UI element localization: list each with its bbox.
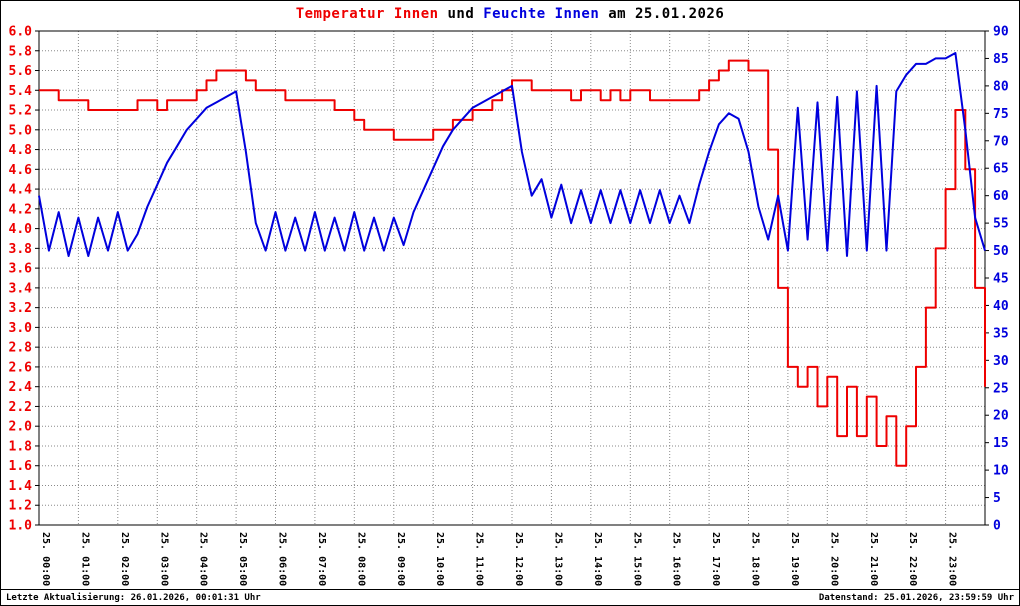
y-axis-left: 1.0 1.2 1.4 1.6 1.8 2.0 2.2 2.4 2.6 2.8 3.0 3.2 3.4 3… [9, 25, 39, 534]
svg-text:1.4: 1.4 [9, 479, 33, 494]
svg-text:45: 45 [993, 272, 1009, 287]
svg-text:70: 70 [993, 134, 1009, 149]
svg-text:25: 25 [993, 381, 1009, 396]
svg-text:5.4: 5.4 [9, 84, 33, 99]
title-date-label: am 25.01.2026 [599, 6, 725, 22]
svg-text:25. 10:00: 25. 10:00 [434, 532, 445, 586]
svg-text:25. 19:00: 25. 19:00 [789, 532, 800, 586]
svg-text:6.0: 6.0 [9, 25, 33, 40]
svg-text:0: 0 [993, 519, 1001, 534]
svg-text:4.6: 4.6 [9, 163, 33, 178]
svg-text:4.2: 4.2 [9, 202, 32, 217]
svg-text:25. 02:00: 25. 02:00 [119, 532, 130, 586]
svg-text:80: 80 [993, 79, 1009, 94]
svg-text:1.6: 1.6 [9, 459, 33, 474]
chart-title: Temperatur Innen und Feuchte Innen am 25… [1, 6, 1019, 22]
svg-text:5.0: 5.0 [9, 123, 33, 138]
title-connector: und [438, 6, 484, 22]
svg-text:3.8: 3.8 [9, 242, 33, 257]
svg-text:25. 04:00: 25. 04:00 [198, 532, 209, 586]
svg-text:5.2: 5.2 [9, 104, 32, 119]
y-axis-right: 0 5 10 15 20 25 30 35 40 45 50 55 60 65 70 75 80 85 90 [985, 25, 1009, 534]
svg-text:25. 00:00: 25. 00:00 [40, 532, 51, 586]
svg-text:2.4: 2.4 [9, 380, 33, 395]
svg-text:3.2: 3.2 [9, 301, 32, 316]
svg-text:1.8: 1.8 [9, 440, 33, 455]
svg-text:25. 15:00: 25. 15:00 [631, 532, 642, 586]
svg-text:25. 06:00: 25. 06:00 [277, 532, 288, 586]
svg-text:4.4: 4.4 [9, 183, 33, 198]
svg-text:25. 17:00: 25. 17:00 [710, 532, 721, 586]
svg-text:50: 50 [993, 244, 1009, 259]
gridlines [39, 31, 985, 525]
svg-text:25. 08:00: 25. 08:00 [355, 532, 366, 586]
svg-text:25. 07:00: 25. 07:00 [316, 532, 327, 586]
x-axis-labels: 25. 00:00 25. 01:00 25. 02:00 25. 03:00 25. … [40, 532, 958, 586]
svg-text:35: 35 [993, 326, 1009, 341]
svg-text:25. 22:00: 25. 22:00 [907, 532, 918, 586]
footer-separator [1, 589, 1019, 590]
svg-text:3.6: 3.6 [9, 262, 33, 277]
svg-text:85: 85 [993, 52, 1009, 67]
svg-text:2.6: 2.6 [9, 360, 33, 375]
svg-text:65: 65 [993, 162, 1009, 177]
svg-text:15: 15 [993, 436, 1009, 451]
temperature-line [39, 59, 986, 467]
last-update-text: Letzte Aktualisierung: 26.01.2026, 00:01… [6, 593, 261, 603]
svg-text:20: 20 [993, 409, 1009, 424]
svg-text:4.0: 4.0 [9, 222, 33, 237]
data-state-text: Datenstand: 25.01.2026, 23:59:59 Uhr [818, 593, 1014, 603]
svg-text:10: 10 [993, 464, 1009, 479]
svg-text:90: 90 [993, 25, 1009, 40]
svg-text:25. 13:00: 25. 13:00 [552, 532, 563, 586]
svg-text:3.0: 3.0 [9, 321, 33, 336]
svg-text:5: 5 [993, 491, 1001, 506]
svg-text:25. 21:00: 25. 21:00 [868, 532, 879, 586]
svg-text:25. 16:00: 25. 16:00 [671, 532, 682, 586]
svg-text:2.0: 2.0 [9, 420, 33, 435]
svg-text:30: 30 [993, 354, 1009, 369]
humidity-line [38, 52, 986, 257]
svg-text:25. 01:00: 25. 01:00 [79, 532, 90, 586]
svg-text:55: 55 [993, 217, 1009, 232]
svg-text:25. 09:00: 25. 09:00 [395, 532, 406, 586]
title-temperature-label: Temperatur Innen [295, 6, 439, 22]
svg-text:3.4: 3.4 [9, 281, 33, 296]
title-humidity-label: Feuchte Innen [483, 6, 600, 22]
svg-text:4.8: 4.8 [9, 143, 33, 158]
svg-text:25. 12:00: 25. 12:00 [513, 532, 524, 586]
svg-text:25. 23:00: 25. 23:00 [947, 532, 958, 586]
svg-text:25. 03:00: 25. 03:00 [158, 532, 169, 586]
svg-text:5.8: 5.8 [9, 44, 33, 59]
svg-text:25. 05:00: 25. 05:00 [237, 532, 248, 586]
svg-text:1.2: 1.2 [9, 499, 32, 514]
svg-text:2.2: 2.2 [9, 400, 32, 415]
svg-text:5.6: 5.6 [9, 64, 33, 79]
svg-text:25. 20:00: 25. 20:00 [828, 532, 839, 586]
svg-text:2.8: 2.8 [9, 341, 33, 356]
svg-text:25. 18:00: 25. 18:00 [750, 532, 761, 586]
svg-text:40: 40 [993, 299, 1009, 314]
svg-text:75: 75 [993, 107, 1009, 122]
svg-text:25. 11:00: 25. 11:00 [474, 532, 485, 586]
svg-text:1.0: 1.0 [9, 519, 33, 534]
svg-text:60: 60 [993, 189, 1009, 204]
svg-text:25. 14:00: 25. 14:00 [592, 532, 603, 586]
